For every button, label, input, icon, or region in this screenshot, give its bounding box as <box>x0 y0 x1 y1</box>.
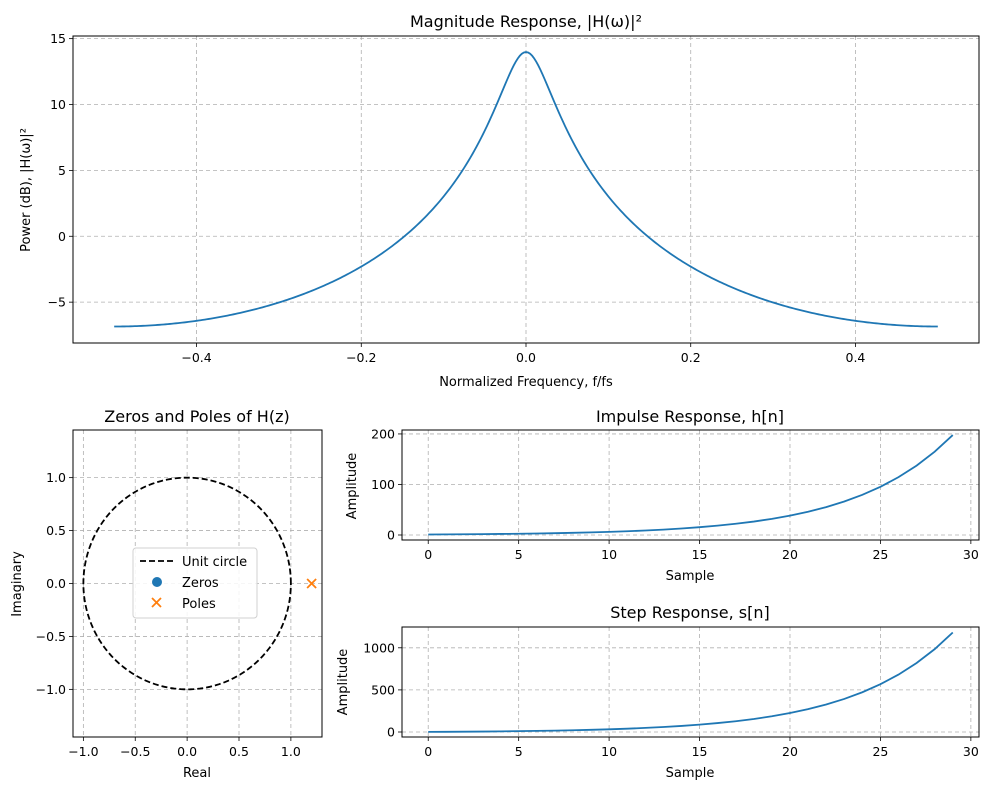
magnitude-xtick-label: −0.4 <box>181 350 211 365</box>
step-xtick-label: 0 <box>424 744 432 759</box>
magnitude-xtick-label: 0.0 <box>516 350 536 365</box>
pole-zero-chart: −1.0 −0.5 0.0 0.5 1.0 −1.0 −0.5 0.0 0.5 1.0 Zeros… <box>10 407 323 781</box>
magnitude-ytick-label: 0 <box>58 229 66 244</box>
pz-ytick-label: 0.5 <box>46 523 66 538</box>
step-axes <box>401 626 980 738</box>
poles-markers <box>306 578 317 589</box>
unit-circle <box>82 476 292 691</box>
impulse-xtick-label: 30 <box>963 547 979 562</box>
impulse-grid <box>402 430 979 540</box>
pole-zero-xlabel: Real <box>183 766 211 781</box>
legend-unit-circle-label: Unit circle <box>182 555 247 570</box>
impulse-xtick-label: 20 <box>782 547 798 562</box>
impulse-ytick-label: 0 <box>387 527 395 542</box>
pole-zero-legend: Unit circle Zeros Poles <box>132 547 258 619</box>
impulse-ytick-label: 200 <box>371 426 395 441</box>
step-grid <box>402 627 979 737</box>
step-xtick-label: 30 <box>963 744 979 759</box>
pz-xtick-label: 0.0 <box>177 744 197 759</box>
step-chart: 0 5 10 15 20 25 30 0 500 1000 Step Response, s[n]… <box>336 603 980 781</box>
impulse-xtick-label: 25 <box>872 547 888 562</box>
impulse-xlabel: Sample <box>666 569 715 584</box>
pz-ytick-label: 1.0 <box>46 470 66 485</box>
impulse-xtick-label: 10 <box>601 547 617 562</box>
pole-zero-title: Zeros and Poles of H(z) <box>104 407 289 426</box>
magnitude-title: Magnitude Response, |H(ω)|² <box>410 12 642 31</box>
pole-zero-grid <box>73 430 322 737</box>
step-xtick-label: 5 <box>515 744 523 759</box>
impulse-ytick-label: 100 <box>371 477 395 492</box>
impulse-title: Impulse Response, h[n] <box>596 407 784 426</box>
step-ytick-label: 1000 <box>363 640 395 655</box>
magnitude-ticks: −0.4 −0.2 0.0 0.2 0.4 −5 0 5 10 15 <box>48 31 866 365</box>
pz-ytick-label: 0.0 <box>46 576 66 591</box>
pz-xtick-label: 0.5 <box>229 744 249 759</box>
legend-zeros-swatch <box>152 577 162 587</box>
pz-ytick-label: −1.0 <box>36 682 66 697</box>
step-xtick-label: 20 <box>782 744 798 759</box>
pz-xtick-label: −0.5 <box>120 744 150 759</box>
magnitude-ytick-label: −5 <box>48 295 66 310</box>
pz-ytick-label: −0.5 <box>36 629 66 644</box>
pole-zero-ticks: −1.0 −0.5 0.0 0.5 1.0 −1.0 −0.5 0.0 0.5 1.0 <box>36 470 301 759</box>
impulse-ylabel: Amplitude <box>345 453 360 520</box>
magnitude-curve <box>114 51 938 328</box>
step-xtick-label: 15 <box>692 744 708 759</box>
magnitude-xtick-label: −0.2 <box>346 350 376 365</box>
pz-xtick-label: −1.0 <box>68 744 98 759</box>
magnitude-xtick-label: 0.2 <box>681 350 701 365</box>
magnitude-xtick-label: 0.4 <box>846 350 866 365</box>
magnitude-ytick-label: 10 <box>50 97 66 112</box>
step-ylabel: Amplitude <box>336 649 351 716</box>
impulse-xtick-label: 15 <box>692 547 708 562</box>
step-title: Step Response, s[n] <box>610 603 770 622</box>
step-ticks: 0 5 10 15 20 25 30 0 500 1000 <box>363 640 979 759</box>
magnitude-ytick-label: 5 <box>58 163 66 178</box>
step-xtick-label: 10 <box>601 744 617 759</box>
step-xlabel: Sample <box>666 766 715 781</box>
step-xtick-label: 25 <box>872 744 888 759</box>
magnitude-ytick-label: 15 <box>50 31 66 46</box>
step-ytick-label: 0 <box>387 724 395 739</box>
magnitude-xlabel: Normalized Frequency, f/fs <box>439 375 613 390</box>
pz-xtick-label: 1.0 <box>281 744 301 759</box>
magnitude-ylabel: Power (dB), |H(ω)|² <box>19 128 34 252</box>
magnitude-chart: −0.4 −0.2 0.0 0.2 0.4 −5 0 5 10 15 Magnitude Resp… <box>19 12 980 390</box>
impulse-ticks: 0 5 10 15 20 25 30 0 100 200 <box>371 426 979 562</box>
pole-marker-0 <box>306 578 317 589</box>
legend-zeros-label: Zeros <box>182 576 219 591</box>
magnitude-grid <box>73 36 979 343</box>
step-ytick-label: 500 <box>371 682 395 697</box>
legend-poles-swatch <box>151 597 162 608</box>
pole-zero-ylabel: Imaginary <box>10 551 25 617</box>
impulse-chart: 0 5 10 15 20 25 30 0 100 200 Impulse Response, h[… <box>345 407 980 584</box>
legend-poles-label: Poles <box>182 597 216 612</box>
impulse-xtick-label: 0 <box>424 547 432 562</box>
step-curve <box>428 631 954 733</box>
impulse-axes <box>401 429 980 541</box>
impulse-xtick-label: 5 <box>515 547 523 562</box>
impulse-curve <box>428 434 954 536</box>
